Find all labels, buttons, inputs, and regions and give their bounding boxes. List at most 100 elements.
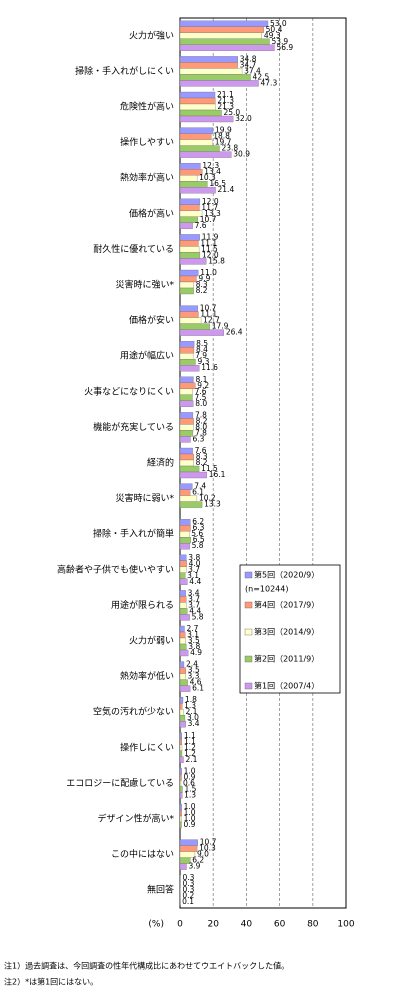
value-label: 1.3 — [184, 701, 196, 710]
bar — [179, 543, 190, 550]
value-label: 8.5 — [196, 339, 208, 348]
value-label: 3.9 — [188, 862, 200, 871]
value-label: 32.0 — [235, 114, 252, 123]
bar — [179, 62, 238, 69]
legend-swatch — [244, 682, 253, 690]
legend-swatch — [244, 571, 253, 579]
value-label: 8.4 — [196, 345, 208, 354]
bar — [179, 20, 269, 27]
x-tick-label: 80 — [307, 920, 319, 930]
note: 注2）*は第1回にはない。 — [4, 977, 98, 987]
value-label: 8.2 — [196, 286, 208, 295]
bar — [179, 465, 200, 473]
category-label: デザイン性が高い* — [97, 813, 174, 825]
value-label: 13.3 — [204, 500, 221, 509]
bar — [179, 537, 191, 544]
bar — [179, 305, 198, 312]
bar — [179, 317, 202, 324]
legend-label: 第4回（2017/9） — [254, 600, 319, 610]
bar — [179, 430, 194, 437]
bar — [179, 341, 195, 348]
value-label: 15.8 — [208, 256, 225, 265]
bar — [179, 566, 187, 573]
legend-label: 第5回（2020/9） — [254, 570, 319, 580]
category-label: 空気の汚れが少ない — [93, 706, 174, 718]
value-label: 4.6 — [190, 678, 202, 687]
value-label: 9.3 — [197, 357, 209, 366]
value-label: 8.0 — [195, 399, 207, 408]
bar — [179, 347, 195, 354]
value-label: 7.8 — [195, 428, 207, 437]
bar — [179, 97, 216, 105]
value-label: 8.3 — [196, 452, 208, 461]
value-label: 5.8 — [192, 612, 204, 621]
value-label: 13.4 — [204, 167, 221, 176]
bar — [179, 204, 200, 211]
value-label: 8.2 — [196, 416, 208, 425]
category-label: 価格が高い — [129, 207, 174, 219]
bar — [179, 821, 182, 829]
bar — [179, 531, 190, 538]
bar — [179, 181, 208, 188]
value-label: 53.0 — [270, 19, 287, 28]
bar — [179, 353, 194, 360]
bar — [179, 608, 188, 615]
bar — [179, 269, 199, 277]
bar — [179, 376, 194, 383]
bar — [179, 519, 191, 526]
value-label: 1.1 — [184, 731, 196, 740]
value-label: 11.0 — [200, 268, 217, 277]
category-label: 火力が弱い — [129, 635, 174, 647]
bar — [179, 709, 184, 716]
value-label: 3.7 — [188, 565, 200, 574]
category-label: 高齢者や子供でも使いやすい — [57, 563, 174, 575]
category-label: 火事などになりにくい — [84, 385, 174, 397]
value-label: 3.1 — [187, 571, 199, 580]
bar — [179, 495, 198, 502]
value-label: 7.4 — [194, 482, 206, 491]
category-label: 無回答 — [147, 884, 174, 896]
bar — [179, 175, 198, 182]
value-label: 37.4 — [244, 66, 261, 75]
value-label: 50.4 — [266, 25, 283, 34]
bar — [179, 715, 186, 722]
value-label: 19.9 — [215, 126, 232, 135]
bar — [179, 602, 187, 609]
legend-label: 第1回（2007/4） — [254, 681, 319, 691]
category-label: 用途が限られる — [111, 599, 174, 611]
bar — [179, 68, 243, 75]
category-label: 操作しにくい — [120, 741, 174, 753]
bar — [179, 44, 275, 51]
value-label: 11.7 — [201, 203, 218, 212]
value-label: 0.9 — [183, 820, 195, 829]
value-label: 1.0 — [184, 808, 196, 817]
value-label: 42.5 — [253, 72, 270, 81]
bar — [179, 311, 199, 318]
value-label: 5.6 — [191, 529, 203, 538]
bar — [179, 809, 182, 817]
bar — [179, 631, 186, 639]
value-label: 9.0 — [197, 850, 209, 859]
legend-box — [239, 564, 341, 694]
value-label: 7.5 — [194, 393, 206, 402]
legend-swatch — [244, 628, 253, 636]
value-label: 7.6 — [195, 387, 207, 396]
value-label: 7.6 — [195, 221, 207, 230]
bar — [179, 679, 188, 686]
bar — [179, 453, 194, 461]
x-tick-label: 0 — [177, 920, 183, 930]
value-label: 0.9 — [183, 772, 195, 781]
value-label: 16.5 — [209, 179, 226, 188]
value-label: 21.4 — [218, 185, 235, 194]
category-label: 掃除・手入れが簡単 — [93, 528, 174, 540]
value-label: 9.2 — [197, 381, 209, 390]
value-label: 7.8 — [195, 410, 207, 419]
value-label: 12.0 — [202, 250, 219, 259]
bar — [179, 275, 197, 283]
bar — [179, 252, 201, 259]
category-label: 価格が安い — [129, 314, 174, 326]
value-label: 8.2 — [196, 458, 208, 467]
bar — [179, 246, 200, 253]
x-tick-label: 100 — [337, 920, 354, 930]
value-label: 2.1 — [185, 707, 197, 716]
